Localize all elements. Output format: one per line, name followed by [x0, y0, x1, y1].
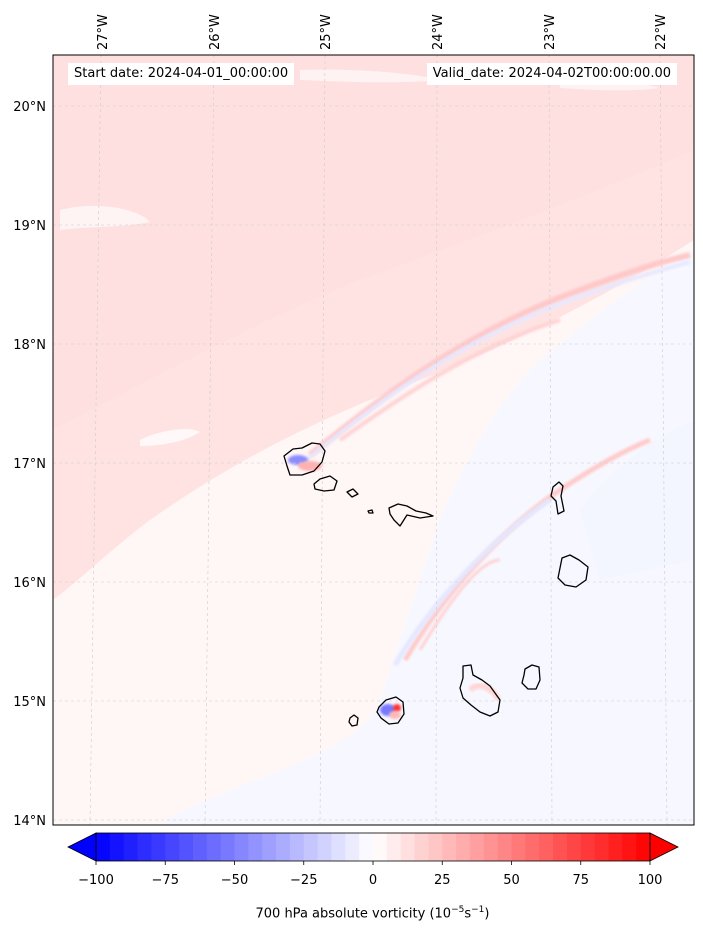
- island-sal: [550, 481, 565, 515]
- island-brava: [348, 714, 359, 727]
- colorbar-segment: [566, 833, 582, 861]
- lon-label: 26°W: [208, 14, 223, 50]
- colorbar-segment: [469, 833, 485, 861]
- colorbar-title: 700 hPa absolute vorticity (10−5s−1): [255, 905, 490, 922]
- colorbar: [67, 832, 679, 862]
- colorbar-tick-label: 0: [369, 873, 377, 888]
- colorbar-segment: [96, 833, 111, 861]
- latitude-labels: 20°N 19°N 18°N 17°N 16°N 15°N 14°N: [13, 100, 46, 829]
- colorbar-segment: [317, 833, 332, 861]
- colorbar-segment: [359, 833, 374, 861]
- colorbar-segment: [248, 833, 263, 861]
- lat-label: 16°N: [13, 576, 46, 591]
- colorbar-tick-label: 50: [503, 873, 520, 888]
- colorbar-segment: [192, 833, 208, 861]
- island-boa-vista: [557, 554, 589, 588]
- colorbar-segment: [483, 833, 499, 861]
- colorbar-segment: [539, 833, 554, 861]
- gridlines: [53, 55, 694, 825]
- colorbar-segment: [179, 833, 194, 861]
- island-santo-antao: [283, 442, 326, 476]
- island-santiago: [459, 664, 501, 717]
- island-sao-vicente: [313, 475, 338, 492]
- colorbar-segment: [276, 833, 291, 861]
- colorbar-tick-label: −100: [78, 873, 114, 888]
- colorbar-segment: [289, 833, 305, 861]
- colorbar-tick-label: −75: [152, 873, 179, 888]
- colorbar-segment: [303, 833, 319, 861]
- island-fogo: [376, 696, 405, 725]
- colorbar-tick-label: 25: [434, 873, 451, 888]
- island-maio: [521, 664, 541, 690]
- colorbar-segment: [123, 833, 139, 861]
- colorbar-ticks: −100 −75 −50 −25 0 25 50 75 100: [78, 861, 662, 888]
- colorbar-extend-min: [67, 832, 97, 862]
- colorbar-segment: [456, 833, 471, 861]
- island-sao-nicolau: [388, 503, 434, 527]
- colorbar-segment: [594, 833, 609, 861]
- island-santa-luzia: [346, 488, 359, 498]
- lon-label: 27°W: [96, 14, 111, 50]
- colorbar-segment: [608, 833, 623, 861]
- colorbar-segment: [345, 833, 360, 861]
- colorbar-segment: [400, 833, 416, 861]
- colorbar-tick-label: 75: [572, 873, 589, 888]
- colorbar-segment: [109, 833, 125, 861]
- colorbar-segment: [511, 833, 526, 861]
- colorbar-segment: [234, 833, 249, 861]
- colorbar-tick-label: −25: [290, 873, 317, 888]
- lon-label: 22°W: [654, 14, 669, 50]
- colorbar-segment: [636, 833, 651, 861]
- colorbar-segment: [373, 833, 388, 861]
- colorbar-segment: [206, 833, 222, 861]
- colorbar-segment: [553, 833, 568, 861]
- colorbar-segment: [386, 833, 402, 861]
- colorbar-segment: [497, 833, 512, 861]
- colorbar-segment: [580, 833, 596, 861]
- lon-label: 23°W: [543, 14, 558, 50]
- colorbar-segment: [220, 833, 235, 861]
- colorbar-extend-max: [649, 832, 679, 862]
- lat-label: 19°N: [13, 219, 46, 234]
- colorbar-tick-label: −50: [221, 873, 248, 888]
- colorbar-segment: [442, 833, 457, 861]
- colorbar-segment: [622, 833, 637, 861]
- colorbar-segment: [331, 833, 346, 861]
- lat-label: 17°N: [13, 457, 46, 472]
- lat-label: 15°N: [13, 695, 46, 710]
- lon-label: 25°W: [319, 14, 334, 50]
- lat-label: 18°N: [13, 338, 46, 353]
- colorbar-segment: [165, 833, 180, 861]
- colorbar-segment: [262, 833, 277, 861]
- colorbar-segment: [137, 833, 152, 861]
- island-raso: [367, 509, 374, 514]
- lon-label: 24°W: [431, 14, 446, 50]
- colorbar-segment: [414, 833, 429, 861]
- valid-date-label: Valid_date: 2024-04-02T00:00:00.00: [426, 63, 677, 85]
- colorbar-tick-label: 100: [638, 873, 663, 888]
- plot-frame: [52, 54, 695, 826]
- longitude-labels: 27°W 26°W 25°W 24°W 23°W 22°W: [96, 14, 669, 50]
- lat-label: 20°N: [13, 100, 46, 115]
- lat-label: 14°N: [13, 814, 46, 829]
- colorbar-segment: [151, 833, 166, 861]
- vorticity-field: [53, 55, 694, 825]
- colorbar-segment: [525, 833, 540, 861]
- start-date-label: Start date: 2024-04-01_00:00:00: [68, 63, 295, 85]
- colorbar-segment: [428, 833, 443, 861]
